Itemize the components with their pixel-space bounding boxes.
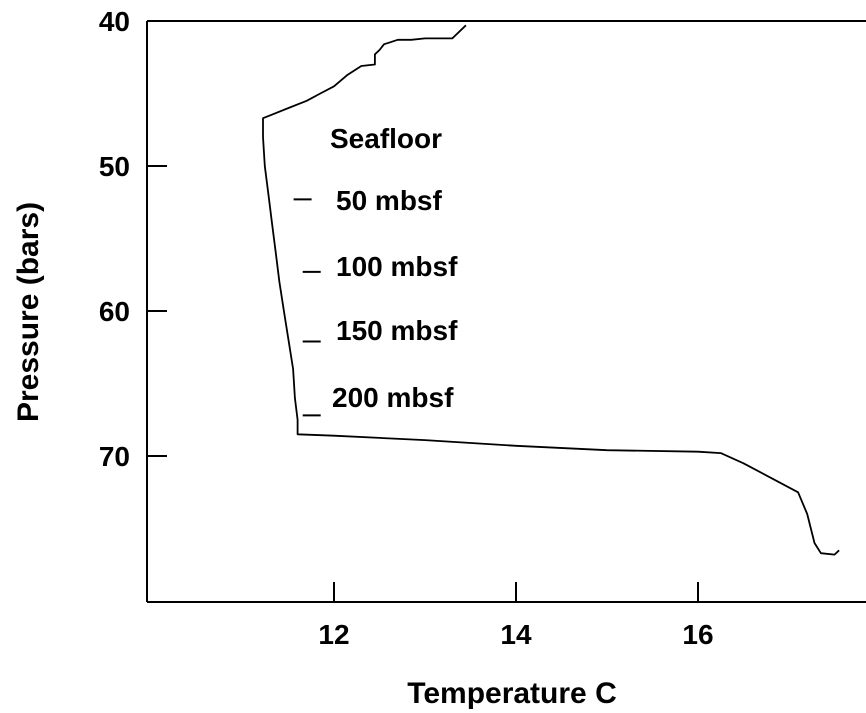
annotation-label: 50 mbsf [336,185,442,216]
annotation-label: 150 mbsf [336,315,458,346]
series-layer [262,24,840,556]
temperature-pressure-line [262,24,840,556]
plot-frame [146,20,866,603]
x-axis-title: Temperature C [407,677,617,710]
x-tick-label: 14 [500,619,532,650]
y-tick-label: 60 [99,296,130,327]
annotation-label: 100 mbsf [336,251,458,282]
y-tick-label: 70 [99,441,130,472]
annotation-label: 200 mbsf [332,382,454,413]
x-axis: 12 14 16 [318,582,714,650]
y-tick-label: 50 [99,151,130,182]
x-tick-label: 12 [318,619,349,650]
annotation-label: Seafloor [330,123,442,154]
y-axis: 40 50 60 70 [99,6,167,472]
y-tick-label: 40 [99,6,130,37]
y-axis-title: Pressure (bars) [12,202,45,422]
annotations-layer: Seafloor 50 mbsf 100 mbsf 150 mbsf 200 mbsf [293,123,458,417]
x-tick-label: 16 [682,619,713,650]
